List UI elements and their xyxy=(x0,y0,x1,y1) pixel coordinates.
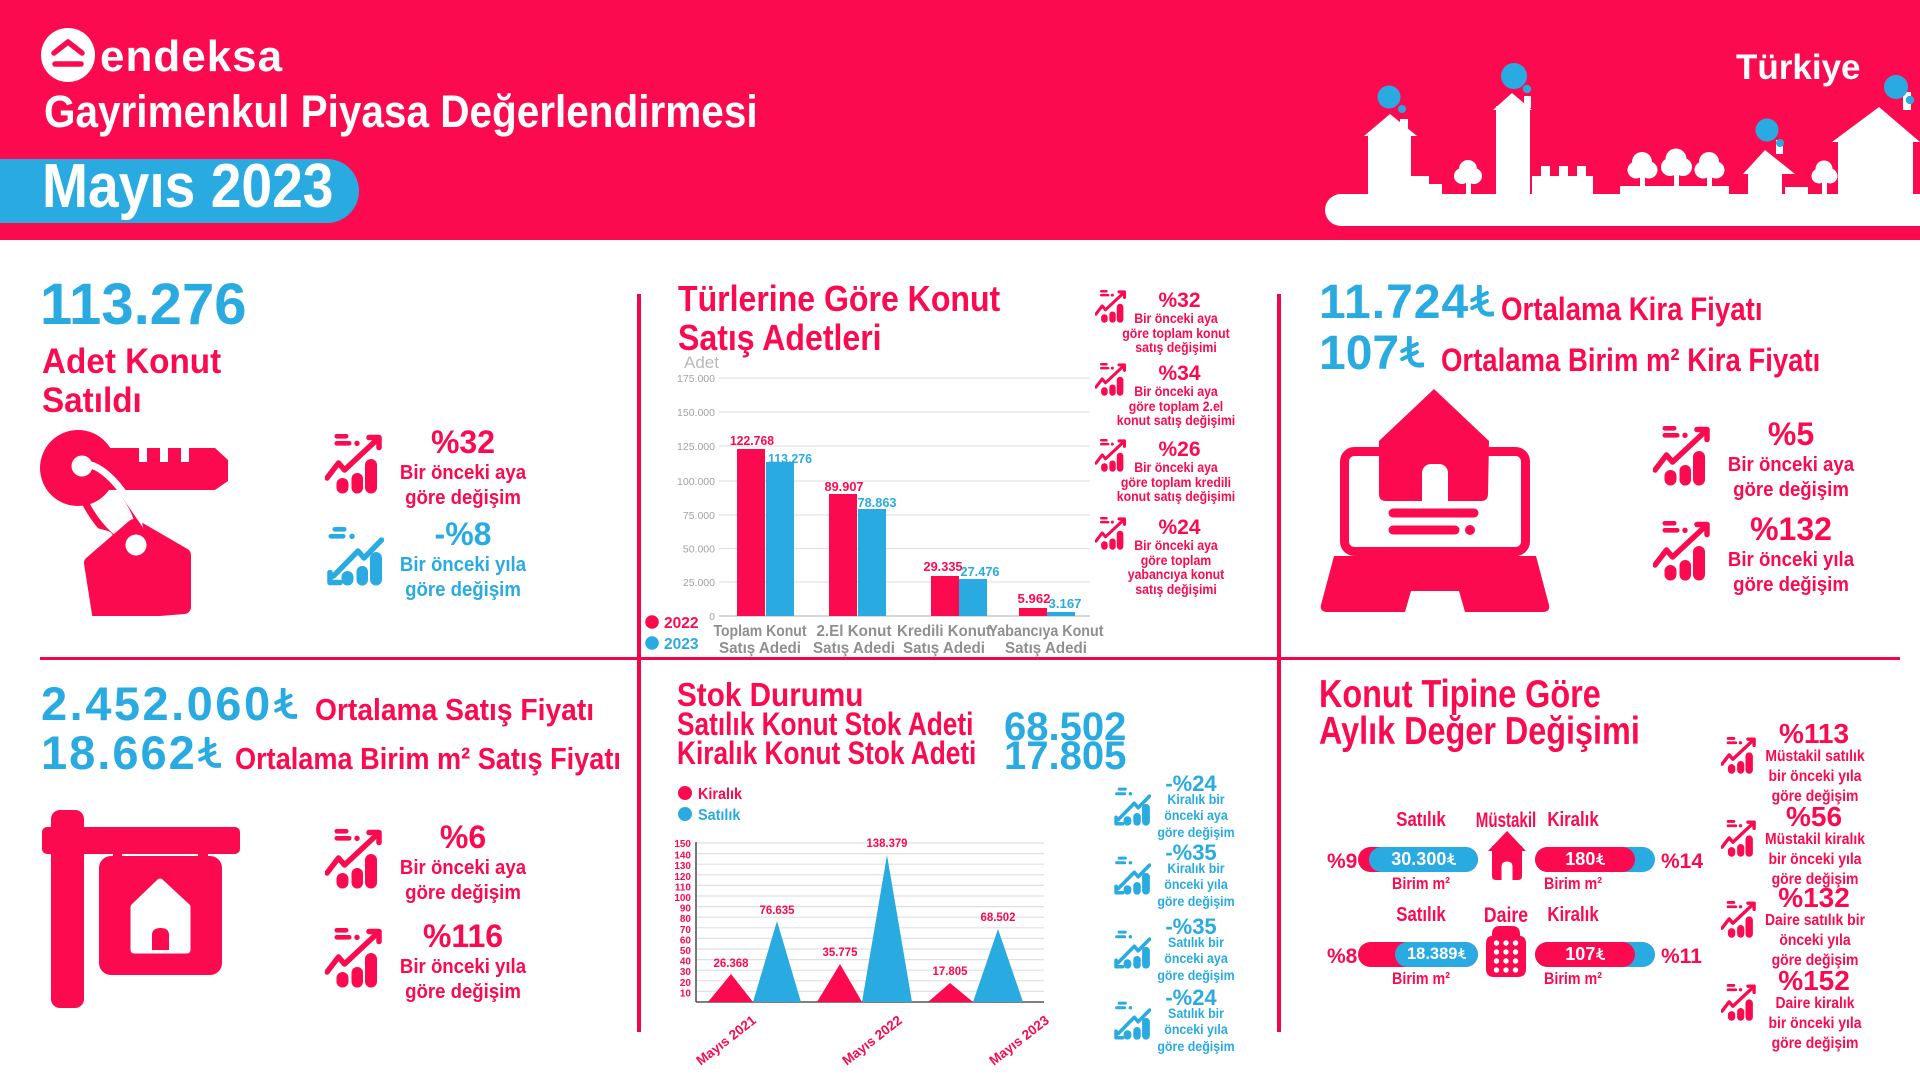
svg-text:Satış Adedi: Satış Adedi xyxy=(813,640,895,657)
svg-text:0: 0 xyxy=(709,611,715,623)
svg-text:125.000: 125.000 xyxy=(677,441,715,453)
svg-text:130: 130 xyxy=(674,861,691,872)
svg-text:68.502: 68.502 xyxy=(981,910,1016,924)
svg-text:90: 90 xyxy=(680,904,692,915)
svg-text:76.635: 76.635 xyxy=(760,903,795,917)
svg-text:50: 50 xyxy=(680,946,692,957)
svg-text:89.907: 89.907 xyxy=(825,479,864,494)
svg-text:17.805: 17.805 xyxy=(933,964,968,978)
svg-text:Satış Adedi: Satış Adedi xyxy=(1005,640,1087,657)
svg-text:29.335: 29.335 xyxy=(924,559,963,574)
svg-text:Mayıs 2021: Mayıs 2021 xyxy=(693,1012,759,1068)
svg-text:Mayıs 2023: Mayıs 2023 xyxy=(986,1012,1052,1068)
svg-text:Mayıs 2022: Mayıs 2022 xyxy=(839,1013,904,1069)
svg-text:150.000: 150.000 xyxy=(677,407,715,419)
svg-text:20: 20 xyxy=(680,978,692,989)
svg-text:60: 60 xyxy=(680,935,692,946)
svg-text:110: 110 xyxy=(675,882,692,893)
svg-text:100.000: 100.000 xyxy=(677,476,715,488)
svg-text:2023: 2023 xyxy=(664,636,699,653)
svg-text:2022: 2022 xyxy=(664,615,698,632)
svg-text:3.167: 3.167 xyxy=(1049,596,1082,611)
svg-text:Yabancıya Konut: Yabancıya Konut xyxy=(989,623,1104,640)
svg-text:175.000: 175.000 xyxy=(677,373,715,385)
svg-text:10: 10 xyxy=(680,988,692,999)
svg-text:5.962: 5.962 xyxy=(1018,591,1051,606)
svg-text:Adet: Adet xyxy=(684,353,719,372)
svg-text:Satış Adedi: Satış Adedi xyxy=(719,640,801,657)
svg-text:35.775: 35.775 xyxy=(823,945,858,959)
svg-text:27.476: 27.476 xyxy=(961,564,1000,579)
svg-text:113.276: 113.276 xyxy=(768,451,812,466)
svg-text:25.000: 25.000 xyxy=(683,577,715,589)
svg-text:Satış Adedi: Satış Adedi xyxy=(903,640,985,657)
svg-text:120: 120 xyxy=(674,872,691,883)
svg-text:78.863: 78.863 xyxy=(858,495,897,510)
svg-text:26.368: 26.368 xyxy=(714,956,749,970)
svg-text:138.379: 138.379 xyxy=(867,836,908,850)
svg-text:2.El Konut: 2.El Konut xyxy=(817,623,892,640)
svg-text:80: 80 xyxy=(680,914,692,925)
svg-text:30: 30 xyxy=(680,967,692,978)
svg-text:Toplam Konut: Toplam Konut xyxy=(714,623,807,640)
svg-text:Kredili Konut: Kredili Konut xyxy=(897,623,991,640)
svg-text:150: 150 xyxy=(674,839,691,850)
svg-text:140: 140 xyxy=(674,851,691,862)
svg-text:70: 70 xyxy=(680,925,692,936)
svg-text:75.000: 75.000 xyxy=(683,510,715,522)
svg-text:50.000: 50.000 xyxy=(683,544,715,556)
svg-text:100: 100 xyxy=(674,893,691,904)
svg-text:40: 40 xyxy=(680,957,692,968)
svg-text:122.768: 122.768 xyxy=(730,433,774,448)
